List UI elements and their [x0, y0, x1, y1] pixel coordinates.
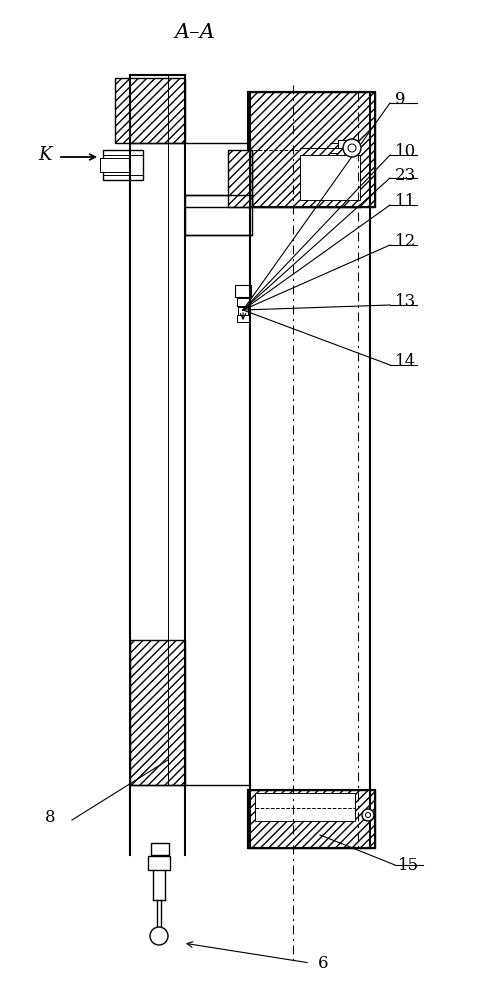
Text: K: K — [38, 146, 52, 164]
Text: 9: 9 — [395, 92, 406, 108]
Bar — [237, 298, 249, 306]
Text: 6: 6 — [318, 954, 329, 972]
Circle shape — [150, 927, 168, 945]
Text: 11: 11 — [395, 194, 416, 211]
Text: 23: 23 — [395, 166, 416, 184]
Bar — [238, 307, 248, 315]
Bar — [115, 78, 185, 143]
Bar — [235, 285, 251, 297]
Circle shape — [343, 139, 361, 157]
Text: 14: 14 — [395, 354, 416, 370]
Text: A–A: A–A — [174, 22, 215, 41]
Text: 10: 10 — [395, 143, 416, 160]
Bar — [228, 150, 252, 207]
Circle shape — [362, 809, 374, 821]
Bar — [248, 790, 375, 848]
Bar — [237, 315, 249, 322]
Bar — [103, 150, 143, 180]
Bar — [255, 793, 355, 821]
Bar — [151, 843, 169, 855]
Bar — [248, 92, 375, 207]
Bar — [130, 640, 185, 785]
Bar — [248, 790, 375, 848]
Bar — [148, 856, 170, 870]
Text: 13: 13 — [395, 294, 416, 310]
Bar — [248, 92, 375, 207]
Text: 15: 15 — [398, 856, 419, 874]
Text: 12: 12 — [395, 233, 416, 250]
Text: 8: 8 — [45, 810, 55, 826]
Bar — [185, 195, 252, 235]
Bar — [100, 158, 130, 172]
Bar — [300, 155, 360, 200]
Bar — [338, 140, 354, 148]
